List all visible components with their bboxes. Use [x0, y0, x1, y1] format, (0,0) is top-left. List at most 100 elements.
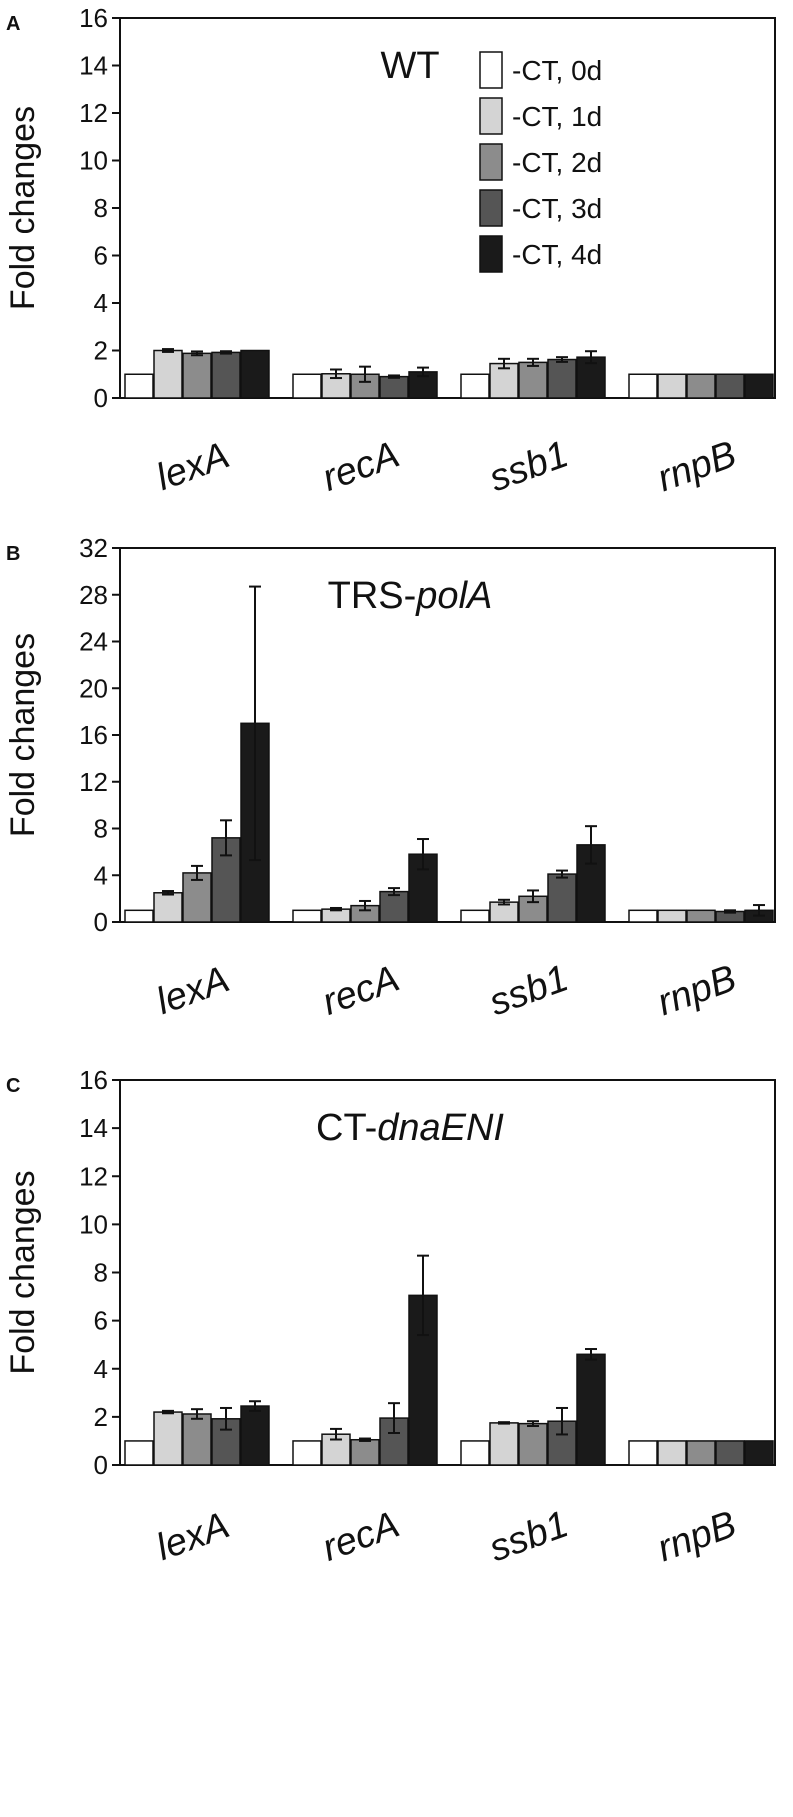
chart-title-italic: dnaENI: [377, 1107, 504, 1149]
bar: [182, 1413, 212, 1466]
bar: [124, 373, 154, 399]
chart-title-main: CT-: [316, 1107, 377, 1149]
bar: [153, 349, 183, 399]
bar: [408, 1294, 438, 1466]
y-tick-label: 20: [79, 673, 108, 703]
y-tick-label: 0: [94, 1450, 108, 1480]
bar: [182, 872, 212, 923]
bar: [686, 373, 716, 399]
bar: [744, 1440, 774, 1466]
category-label: lexA: [151, 958, 235, 1023]
bar: [240, 1405, 270, 1466]
bar: [460, 373, 490, 399]
bar: [153, 1411, 183, 1466]
y-tick-label: 10: [79, 146, 108, 176]
bar: [518, 361, 548, 399]
legend-label: -CT, 0d: [512, 55, 602, 86]
bar: [576, 1353, 606, 1466]
bar: [744, 373, 774, 399]
y-tick-label: 4: [94, 1354, 108, 1384]
bar: [292, 909, 322, 923]
plot-frame: [119, 17, 776, 399]
chart-title: TRS-polA: [328, 575, 493, 617]
category-label: rnpB: [652, 433, 742, 500]
bar: [657, 1440, 687, 1466]
category-label: ssb1: [484, 433, 574, 500]
y-tick-label: 14: [79, 51, 108, 81]
y-tick-label: 6: [94, 1306, 108, 1336]
bar: [124, 909, 154, 923]
bar: [124, 1440, 154, 1466]
bar: [292, 373, 322, 399]
y-axis-label: Fold changes: [4, 1170, 42, 1374]
legend-swatch: [479, 143, 503, 181]
bar: [211, 351, 241, 399]
bar: [379, 890, 409, 923]
y-tick-label: 24: [79, 627, 108, 657]
y-tick-label: 4: [94, 288, 108, 318]
legend-label: -CT, 3d: [512, 193, 602, 224]
category-label: recA: [317, 434, 405, 500]
bar: [518, 1422, 548, 1466]
y-tick-label: 16: [79, 1065, 108, 1095]
bar: [292, 1440, 322, 1466]
chart-title: WT: [380, 45, 439, 87]
chart-title-main: WT: [380, 45, 439, 87]
bar: [715, 373, 745, 399]
bar: [715, 1440, 745, 1466]
bar: [657, 373, 687, 399]
bar: [460, 909, 490, 923]
y-tick-label: 4: [94, 860, 108, 890]
y-tick-label: 12: [79, 767, 108, 797]
category-label: ssb1: [484, 957, 574, 1024]
category-label: rnpB: [652, 957, 742, 1024]
chart-title-italic: polA: [415, 575, 492, 617]
chart-panel-a: A 0 2 4 6 8 10 12 14 16 Fold changes WT lexA recA ssb1…: [4, 3, 776, 500]
y-axis-label: Fold changes: [4, 106, 42, 310]
bar: [182, 352, 212, 399]
bar: [628, 1440, 658, 1466]
category-label: lexA: [151, 1504, 235, 1569]
panel-letter: B: [6, 543, 20, 565]
y-tick-label: 12: [79, 98, 108, 128]
panel-letter: C: [6, 1075, 20, 1097]
legend-label: -CT, 2d: [512, 147, 602, 178]
y-tick-label: 16: [79, 720, 108, 750]
bar: [408, 371, 438, 399]
bar: [460, 1440, 490, 1466]
y-tick-label: 28: [79, 580, 108, 610]
y-tick-label: 12: [79, 1161, 108, 1191]
bar: [628, 373, 658, 399]
bar: [686, 909, 716, 923]
chart-panel-c: C 0 2 4 6 8 10 12 14 16 Fold changes CT-dnaENI lexA r…: [4, 1065, 776, 1570]
y-tick-label: 32: [79, 533, 108, 563]
category-label: recA: [317, 958, 405, 1024]
bar: [547, 358, 577, 399]
chart-title-main: TRS-: [328, 575, 417, 617]
bar: [547, 873, 577, 923]
bar: [379, 375, 409, 399]
y-tick-label: 8: [94, 1258, 108, 1288]
y-tick-label: 6: [94, 241, 108, 271]
bar: [628, 909, 658, 923]
legend-swatch: [479, 97, 503, 135]
category-label: ssb1: [484, 1503, 574, 1570]
bar: [657, 909, 687, 923]
y-tick-label: 2: [94, 1402, 108, 1432]
legend-label: -CT, 1d: [512, 101, 602, 132]
y-tick-label: 10: [79, 1209, 108, 1239]
bar: [489, 1422, 519, 1466]
y-axis-label: Fold changes: [4, 633, 42, 837]
legend-swatch: [479, 189, 503, 227]
legend-swatch: [479, 51, 503, 89]
y-tick-label: 0: [94, 907, 108, 937]
y-tick-label: 0: [94, 383, 108, 413]
category-label: rnpB: [652, 1503, 742, 1570]
y-tick-label: 16: [79, 3, 108, 33]
category-label: recA: [317, 1504, 405, 1570]
legend-swatch: [479, 235, 503, 273]
y-tick-label: 8: [94, 193, 108, 223]
category-label: lexA: [151, 434, 235, 499]
bar: [350, 1438, 380, 1466]
